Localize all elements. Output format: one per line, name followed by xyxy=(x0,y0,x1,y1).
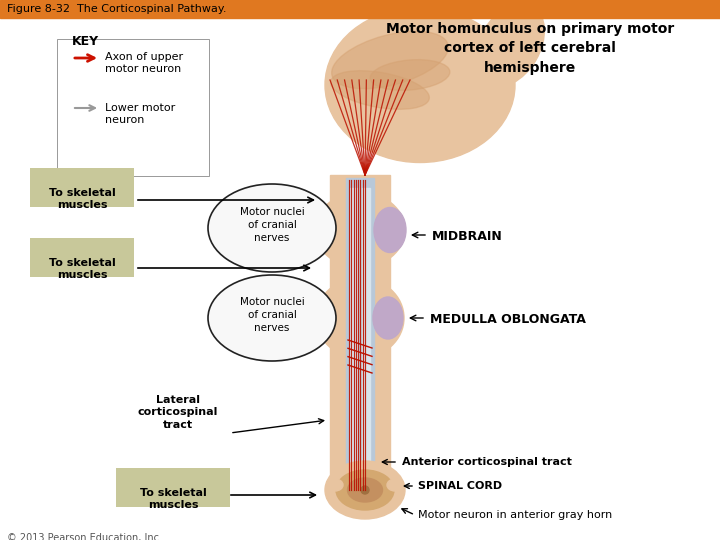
Ellipse shape xyxy=(336,470,394,510)
Text: Motor homunculus on primary motor
cortex of left cerebral
hemisphere: Motor homunculus on primary motor cortex… xyxy=(386,22,674,75)
Bar xyxy=(346,178,374,488)
Ellipse shape xyxy=(315,192,405,267)
Ellipse shape xyxy=(208,184,336,272)
Bar xyxy=(0,0,720,18)
Bar xyxy=(350,188,358,488)
Ellipse shape xyxy=(373,297,403,339)
Bar xyxy=(362,188,370,488)
Text: Motor nuclei
of cranial
nerves: Motor nuclei of cranial nerves xyxy=(240,297,305,333)
Ellipse shape xyxy=(330,71,429,109)
Ellipse shape xyxy=(208,275,336,361)
Text: To skeletal
muscles: To skeletal muscles xyxy=(140,488,207,510)
FancyBboxPatch shape xyxy=(116,468,230,507)
Text: Figure 8-32  The Corticospinal Pathway.: Figure 8-32 The Corticospinal Pathway. xyxy=(7,4,227,14)
Text: To skeletal
muscles: To skeletal muscles xyxy=(49,258,115,280)
Text: SPINAL CORD: SPINAL CORD xyxy=(418,481,502,491)
Ellipse shape xyxy=(325,461,405,519)
Ellipse shape xyxy=(348,478,382,502)
Ellipse shape xyxy=(387,479,403,491)
Text: Lateral
corticospinal
tract: Lateral corticospinal tract xyxy=(138,395,218,430)
Bar xyxy=(330,175,390,490)
Ellipse shape xyxy=(281,208,329,241)
Text: To skeletal
muscles: To skeletal muscles xyxy=(49,188,115,210)
Text: MEDULLA OBLONGATA: MEDULLA OBLONGATA xyxy=(430,313,586,326)
Text: Axon of upper
motor neuron: Axon of upper motor neuron xyxy=(105,52,183,75)
FancyBboxPatch shape xyxy=(30,168,134,207)
Text: Anterior corticospinal tract: Anterior corticospinal tract xyxy=(402,457,572,467)
Text: © 2013 Pearson Education, Inc.: © 2013 Pearson Education, Inc. xyxy=(7,533,162,540)
Text: Lower motor
neuron: Lower motor neuron xyxy=(105,103,175,125)
Circle shape xyxy=(361,486,369,494)
Ellipse shape xyxy=(332,31,449,89)
Text: Motor nuclei
of cranial
nerves: Motor nuclei of cranial nerves xyxy=(240,207,305,243)
Ellipse shape xyxy=(327,479,343,491)
Text: KEY: KEY xyxy=(72,35,99,48)
Ellipse shape xyxy=(316,278,404,358)
Ellipse shape xyxy=(374,207,406,253)
FancyBboxPatch shape xyxy=(57,39,209,176)
Ellipse shape xyxy=(325,8,515,163)
Text: Motor neuron in anterior gray horn: Motor neuron in anterior gray horn xyxy=(418,510,612,520)
FancyBboxPatch shape xyxy=(30,238,134,277)
Ellipse shape xyxy=(476,3,544,87)
Text: MIDBRAIN: MIDBRAIN xyxy=(432,230,503,243)
Ellipse shape xyxy=(370,59,450,90)
